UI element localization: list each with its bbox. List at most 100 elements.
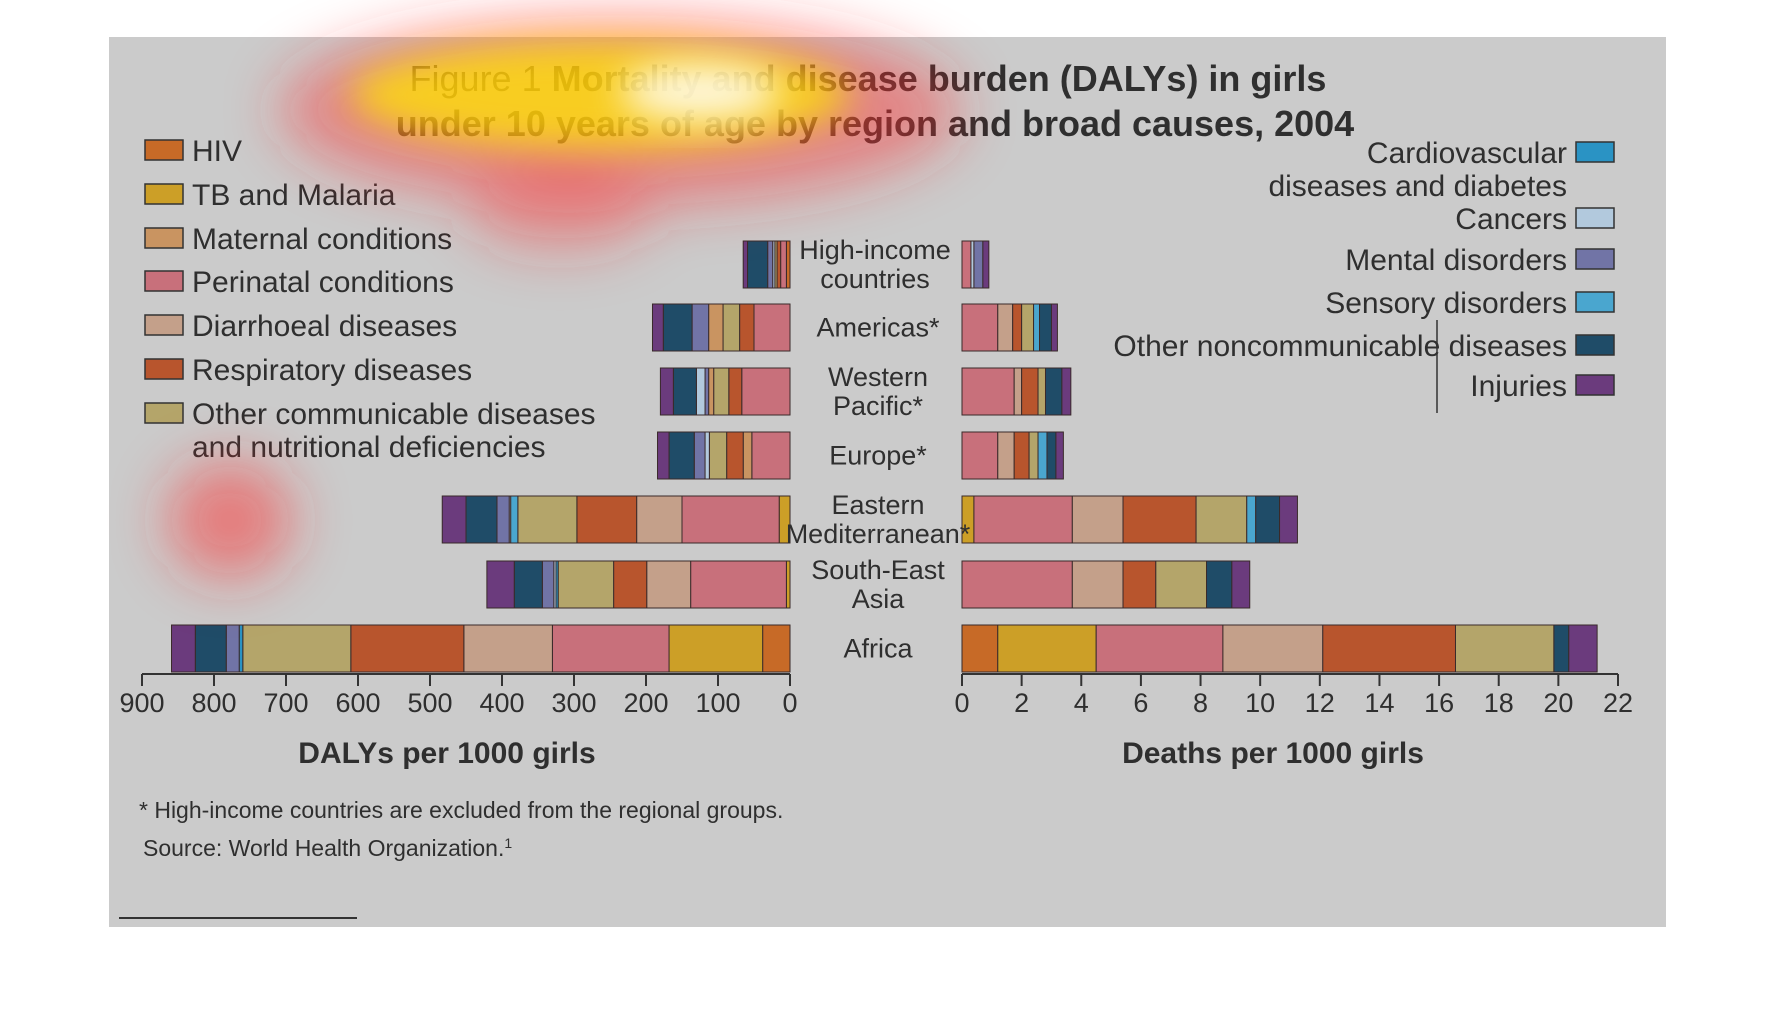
deaths-tick-label-12: 12 (1305, 688, 1335, 718)
dalys-bar-2-respiratory (728, 367, 743, 416)
region-label-5-line-1: Asia (852, 584, 906, 614)
source-text: Source: World Health Organization. (143, 835, 504, 861)
title-line-2: under 10 years of age by region and broa… (396, 103, 1354, 144)
legend-swatch-perinatal (144, 270, 184, 292)
dalys-bar-3-perinatal (751, 431, 791, 480)
dalys-axis: 900 800 700 600 500 400 300 200 100 0 (119, 673, 798, 718)
legend-swatch-mental (1575, 248, 1615, 270)
region-label-2-line-0: Western (828, 362, 928, 392)
dalys-bar-6-hiv (762, 624, 791, 673)
deaths-tick-label-10: 10 (1245, 688, 1275, 718)
deaths-bar-5-respiratory (1122, 560, 1157, 609)
deaths-bar-6-tb (997, 624, 1097, 673)
legend-swatch-injuries (1575, 374, 1615, 396)
deaths-bar-3-sensory (1037, 431, 1048, 480)
dalys-bar-3-mental (693, 431, 706, 480)
legend-swatch-cancers (1575, 207, 1615, 229)
legend-label-othercomm-1: and nutritional deficiencies (192, 431, 546, 464)
dalys-tick-label-600: 600 (335, 688, 380, 718)
dalys-bar-5-diarrhoeal (646, 560, 692, 609)
dalys-bar-1-othercomm (722, 303, 741, 352)
deaths-tick-label-0: 0 (954, 688, 969, 718)
deaths-bar-4-sensory (1246, 495, 1257, 544)
deaths-bar-1-diarrhoeal (997, 303, 1014, 352)
deaths-bar-2-perinatal (961, 367, 1015, 416)
legend-label-maternal-0: Maternal conditions (192, 223, 452, 256)
legend-label-otherncd-0: Other noncommunicable diseases (1113, 330, 1567, 363)
dalys-tick-label-900: 900 (119, 688, 164, 718)
deaths-bar-1-sensory (1033, 303, 1041, 352)
dalys-bar-5-tb (785, 560, 791, 609)
deaths-bar-6-diarrhoeal (1222, 624, 1324, 673)
dalys-bar-6-otherncd (194, 624, 227, 673)
dalys-bar-4-injuries (441, 495, 467, 544)
dalys-bar-1-perinatal (753, 303, 791, 352)
deaths-bar-3-othercomm (1028, 431, 1039, 480)
dalys-bar-2-injuries (659, 367, 674, 416)
deaths-bars (961, 240, 1598, 673)
dalys-bar-5-otherncd (513, 560, 543, 609)
deaths-bar-5-otherncd (1206, 560, 1233, 609)
deaths-tick-label-4: 4 (1074, 688, 1089, 718)
dalys-bar-2-cancers (695, 367, 706, 416)
region-label-6-line-0: Africa (843, 634, 913, 664)
dalys-bar-1-otherncd (662, 303, 693, 352)
source-ref: 1 (504, 835, 512, 851)
dalys-bar-6-injuries (171, 624, 196, 673)
dalys-bars (171, 240, 791, 673)
region-label-0-line-0: High-income (799, 235, 951, 265)
legend-label-sensory-0: Sensory disorders (1325, 287, 1567, 320)
dalys-tick-label-400: 400 (479, 688, 524, 718)
dalys-bar-1-mental (691, 303, 710, 352)
dalys-tick-label-100: 100 (695, 688, 740, 718)
deaths-bar-4-perinatal (973, 495, 1073, 544)
region-label-4-line-0: Eastern (831, 490, 924, 520)
deaths-bar-1-othercomm (1021, 303, 1035, 352)
dalys-bar-4-sensory (510, 495, 519, 544)
dalys-bar-6-perinatal (551, 624, 670, 673)
deaths-bar-0-injuries (982, 240, 990, 289)
dalys-tick-label-200: 200 (623, 688, 668, 718)
footer-rule (119, 917, 357, 919)
deaths-bar-0-mental (973, 240, 984, 289)
title-line-1: Figure 1 Mortality and disease burden (D… (410, 58, 1327, 99)
dalys-bar-1-maternal (708, 303, 724, 352)
dalys-tick-label-800: 800 (191, 688, 236, 718)
dalys-bar-0-hiv (785, 240, 791, 289)
dalys-bar-0-perinatal (780, 240, 787, 289)
legend-swatch-cardio (1575, 141, 1615, 163)
deaths-bar-2-othercomm (1037, 367, 1046, 416)
source-note: Source: World Health Organization.1 (143, 835, 512, 861)
legend-label-diarrhoeal-0: Diarrhoeal diseases (192, 310, 457, 343)
deaths-bar-4-otherncd (1255, 495, 1281, 544)
legend-label-cardio-0: Cardiovascular (1367, 137, 1567, 170)
dalys-bar-6-diarrhoeal (463, 624, 553, 673)
deaths-tick-label-16: 16 (1424, 688, 1454, 718)
deaths-bar-4-othercomm (1195, 495, 1248, 544)
legend-left: HIV TB and Malaria Maternal conditions Peri… (144, 135, 596, 464)
region-label-5-line-0: South-East (811, 555, 945, 585)
dalys-bar-0-mental (767, 240, 774, 289)
deaths-bar-3-diarrhoeal (997, 431, 1015, 480)
legend-label-injuries-0: Injuries (1470, 370, 1567, 403)
deaths-bar-0-perinatal (961, 240, 972, 289)
dalys-bar-2-othercomm (713, 367, 730, 416)
deaths-bar-6-respiratory (1322, 624, 1456, 673)
deaths-bar-4-injuries (1279, 495, 1298, 544)
legend-swatch-maternal (144, 227, 184, 249)
dalys-bar-4-respiratory (576, 495, 638, 544)
deaths-bar-5-diarrhoeal (1071, 560, 1124, 609)
dalys-bar-6-tb (668, 624, 764, 673)
deaths-bar-6-othercomm (1454, 624, 1555, 673)
legend-label-hiv-0: HIV (192, 135, 242, 168)
deaths-tick-label-8: 8 (1193, 688, 1208, 718)
dalys-bar-1-respiratory (739, 303, 755, 352)
legend-swatch-sensory (1575, 291, 1615, 313)
deaths-bar-6-otherncd (1553, 624, 1570, 673)
dalys-bar-0-injuries (742, 240, 749, 289)
dalys-bar-6-cardio (238, 624, 244, 673)
deaths-bar-5-injuries (1231, 560, 1251, 609)
dalys-bar-6-respiratory (350, 624, 465, 673)
